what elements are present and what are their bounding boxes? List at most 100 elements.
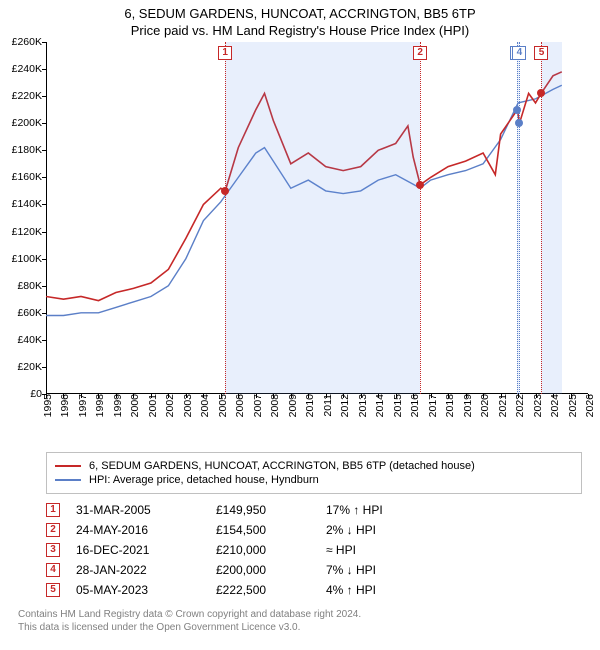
sale-change: 4% ↑ HPI: [326, 583, 446, 597]
sale-dot: [416, 181, 424, 189]
y-tick-label: £120K: [2, 226, 42, 238]
x-tick-label: 2005: [217, 394, 219, 417]
sale-marker-box: 5: [534, 46, 548, 60]
legend-swatch: [55, 479, 81, 481]
y-tick-label: £40K: [2, 334, 42, 346]
sale-index: 1: [46, 503, 60, 517]
sales-table: 1 31-MAR-2005£149,95017% ↑ HPI 2 24-MAY-201…: [46, 500, 582, 600]
x-tick-label: 2026: [584, 394, 586, 417]
x-tick-label: 2024: [549, 394, 551, 417]
sale-vline: [225, 42, 226, 394]
x-tick-label: 2021: [497, 394, 499, 417]
sale-row: 4 28-JAN-2022£200,0007% ↓ HPI: [46, 560, 582, 580]
legend-label: 6, SEDUM GARDENS, HUNCOAT, ACCRINGTON, B…: [89, 460, 475, 472]
sale-date: 28-JAN-2022: [76, 563, 216, 577]
sale-date: 24-MAY-2016: [76, 523, 216, 537]
sale-change: 17% ↑ HPI: [326, 503, 446, 517]
x-tick-label: 2022: [514, 394, 516, 417]
x-tick-label: 2002: [164, 394, 166, 417]
y-tick-label: £240K: [2, 63, 42, 75]
sale-dot: [515, 119, 523, 127]
sale-index: 4: [46, 563, 60, 577]
x-tick-label: 2020: [479, 394, 481, 417]
x-tick-label: 1999: [112, 394, 114, 417]
x-tick-label: 2001: [147, 394, 149, 417]
x-tick-label: 2015: [392, 394, 394, 417]
x-tick-label: 2018: [444, 394, 446, 417]
ownership-shade: [225, 42, 420, 394]
title-address: 6, SEDUM GARDENS, HUNCOAT, ACCRINGTON, B…: [0, 0, 600, 21]
legend-row: HPI: Average price, detached house, Hynd…: [55, 473, 573, 487]
x-tick-label: 2007: [252, 394, 254, 417]
chart-container: 6, SEDUM GARDENS, HUNCOAT, ACCRINGTON, B…: [0, 0, 600, 650]
y-tick-label: £200K: [2, 117, 42, 129]
footer-attribution: Contains HM Land Registry data © Crown c…: [18, 608, 582, 634]
x-tick-label: 2019: [462, 394, 464, 417]
x-tick-label: 2013: [357, 394, 359, 417]
y-tick-label: £0: [2, 388, 42, 400]
x-tick-label: 2025: [567, 394, 569, 417]
sale-dot: [221, 187, 229, 195]
sale-change: ≈ HPI: [326, 543, 446, 557]
x-tick-label: 2003: [182, 394, 184, 417]
sale-row: 2 24-MAY-2016£154,5002% ↓ HPI: [46, 520, 582, 540]
sale-index: 2: [46, 523, 60, 537]
sale-price: £210,000: [216, 543, 326, 557]
y-tick-label: £180K: [2, 144, 42, 156]
x-tick-label: 2016: [409, 394, 411, 417]
sale-price: £154,500: [216, 523, 326, 537]
y-tick-label: £140K: [2, 198, 42, 210]
sale-marker-box: 1: [218, 46, 232, 60]
sale-price: £222,500: [216, 583, 326, 597]
x-tick-label: 2009: [287, 394, 289, 417]
chart-area: £0£20K£40K£60K£80K£100K£120K£140K£160K£1…: [46, 42, 588, 422]
sale-marker-box: 2: [413, 46, 427, 60]
x-tick-label: 1998: [94, 394, 96, 417]
sale-index: 5: [46, 583, 60, 597]
sale-price: £149,950: [216, 503, 326, 517]
x-tick-label: 1995: [42, 394, 44, 417]
x-tick-label: 2023: [532, 394, 534, 417]
sale-marker-box: 4: [512, 46, 526, 60]
y-tick-label: £260K: [2, 36, 42, 48]
sale-vline: [517, 42, 518, 394]
y-tick-label: £100K: [2, 253, 42, 265]
legend-swatch: [55, 465, 81, 467]
legend-label: HPI: Average price, detached house, Hynd…: [89, 474, 319, 486]
x-tick-label: 1997: [77, 394, 79, 417]
sale-date: 16-DEC-2021: [76, 543, 216, 557]
x-tick-label: 2008: [269, 394, 271, 417]
y-tick-label: £80K: [2, 280, 42, 292]
sale-change: 7% ↓ HPI: [326, 563, 446, 577]
title-subtitle: Price paid vs. HM Land Registry's House …: [0, 21, 600, 42]
y-tick-label: £60K: [2, 307, 42, 319]
sale-price: £200,000: [216, 563, 326, 577]
x-tick-label: 2014: [374, 394, 376, 417]
y-tick-label: £220K: [2, 90, 42, 102]
x-tick-label: 2010: [304, 394, 306, 417]
x-tick-label: 2004: [199, 394, 201, 417]
sale-vline: [519, 42, 520, 394]
x-tick-label: 2017: [427, 394, 429, 417]
x-tick-label: 2000: [129, 394, 131, 417]
y-tick-label: £160K: [2, 171, 42, 183]
y-tick-label: £20K: [2, 361, 42, 373]
sale-row: 3 16-DEC-2021£210,000≈ HPI: [46, 540, 582, 560]
footer-line2: This data is licensed under the Open Gov…: [18, 621, 582, 634]
sale-date: 05-MAY-2023: [76, 583, 216, 597]
x-tick-label: 2006: [234, 394, 236, 417]
x-tick-label: 1996: [59, 394, 61, 417]
x-tick-label: 2012: [339, 394, 341, 417]
plot-region: £0£20K£40K£60K£80K£100K£120K£140K£160K£1…: [46, 42, 588, 394]
legend-row: 6, SEDUM GARDENS, HUNCOAT, ACCRINGTON, B…: [55, 459, 573, 473]
sale-dot: [537, 89, 545, 97]
sale-row: 1 31-MAR-2005£149,95017% ↑ HPI: [46, 500, 582, 520]
x-tick-label: 2011: [322, 394, 324, 417]
footer-line1: Contains HM Land Registry data © Crown c…: [18, 608, 582, 621]
sale-change: 2% ↓ HPI: [326, 523, 446, 537]
sale-vline: [420, 42, 421, 394]
sale-index: 3: [46, 543, 60, 557]
sale-row: 5 05-MAY-2023£222,5004% ↑ HPI: [46, 580, 582, 600]
sale-date: 31-MAR-2005: [76, 503, 216, 517]
legend: 6, SEDUM GARDENS, HUNCOAT, ACCRINGTON, B…: [46, 452, 582, 494]
